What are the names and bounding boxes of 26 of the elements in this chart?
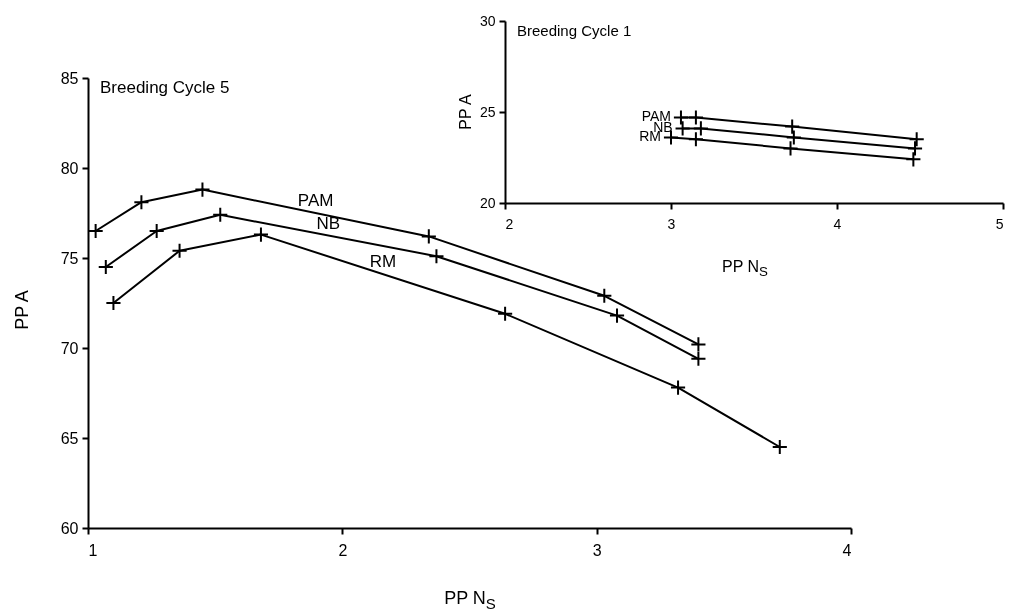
- y-tick-label: 20: [479, 194, 496, 211]
- series-label: RM: [369, 252, 397, 272]
- chart-title: Breeding Cycle 1: [517, 22, 632, 39]
- x-tick-label: 5: [995, 215, 1004, 232]
- series-label: PAM: [297, 191, 334, 210]
- chart-title: Breeding Cycle 5: [100, 78, 230, 97]
- y-tick-label: 85: [60, 69, 79, 87]
- y-tick-label: 25: [479, 103, 496, 120]
- y-tick-label: 80: [60, 159, 79, 177]
- y-tick-label: 75: [60, 249, 79, 267]
- x-tick-label: 2: [505, 215, 514, 232]
- y-axis-title: PP A: [11, 290, 33, 330]
- x-axis-title: PP N$_{S}$: [722, 258, 768, 280]
- x-axis-title: PP N$_{S}$: [444, 588, 496, 612]
- x-tick-label: 2: [338, 541, 348, 559]
- series-label: NB: [316, 213, 341, 233]
- x-tick-label: 3: [667, 215, 676, 232]
- x-tick-label: 4: [833, 215, 842, 232]
- x-tick-label: 4: [842, 541, 852, 559]
- y-axis-title: PP A: [457, 94, 475, 130]
- y-tick-label: 70: [60, 339, 79, 357]
- x-tick-label: 3: [592, 541, 602, 559]
- y-tick-label: 60: [60, 519, 79, 537]
- x-tick-label: 1: [88, 541, 98, 559]
- y-tick-label: 65: [60, 429, 79, 447]
- y-tick-label: 30: [479, 12, 496, 29]
